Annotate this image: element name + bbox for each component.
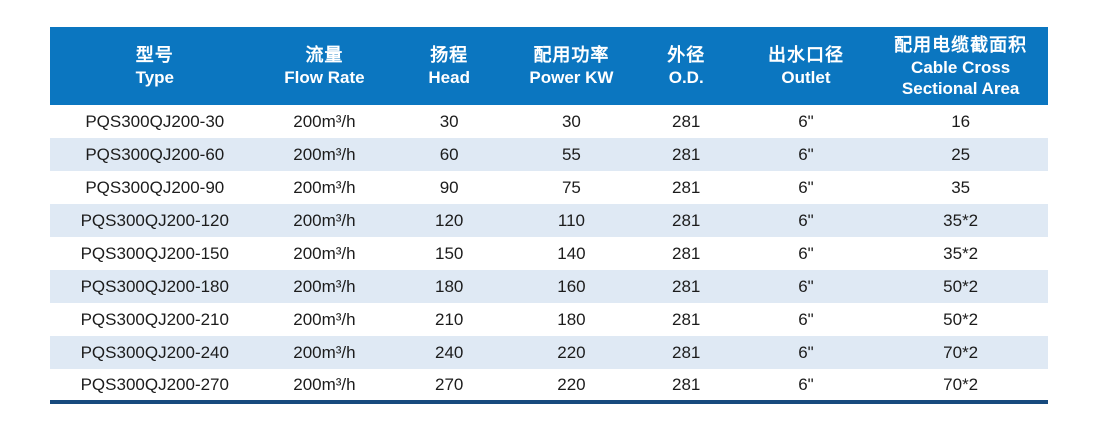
cell-head: 90 [439, 177, 459, 197]
cell-cable: 70*2 [943, 342, 979, 362]
cell-outlet: 6" [798, 210, 814, 230]
cell-head: 120 [435, 210, 464, 230]
cell-outlet: 6" [798, 144, 814, 164]
col-header-power: 配用功率 Power KW [509, 27, 634, 105]
col-header-od-zh: 外径 [667, 45, 706, 65]
cell-power: 110 [557, 210, 585, 230]
cell-flow: 200m³/h [293, 144, 356, 164]
cell-od: 281 [672, 243, 701, 263]
cell-outlet: 6" [798, 309, 814, 329]
cell-outlet: 6" [798, 243, 814, 263]
cell-cable: 35*2 [943, 210, 979, 230]
col-header-flow-rate-en: Flow Rate [284, 68, 365, 87]
header-row: 型号 Type 流量 Flow Rate 扬程 Head 配用功率 Power … [50, 27, 1048, 105]
table-header: 型号 Type 流量 Flow Rate 扬程 Head 配用功率 Power … [50, 27, 1048, 105]
cell-type: PQS300QJ200-90 [85, 177, 225, 197]
cell-cable: 50*2 [943, 276, 979, 296]
cell-flow: 200m³/h [293, 342, 356, 362]
cell-power: 140 [557, 243, 586, 263]
cell-od: 281 [672, 177, 701, 197]
cell-flow: 200m³/h [293, 309, 356, 329]
cell-cable: 35 [951, 177, 971, 197]
cell-outlet: 6" [798, 342, 814, 362]
spec-table-body: PQS300QJ200-30 200m³/h 30 30 281 6" 16 PQS300QJ… [50, 105, 1048, 402]
cell-cable: 50*2 [943, 309, 979, 329]
col-header-head: 扬程 Head [389, 27, 509, 105]
cell-outlet: 6" [798, 374, 814, 394]
cell-outlet: 6" [798, 111, 814, 131]
cell-flow: 200m³/h [293, 276, 356, 296]
cell-type: PQS300QJ200-240 [80, 342, 229, 362]
cell-power: 220 [557, 374, 586, 394]
cell-power: 30 [561, 111, 581, 131]
cell-flow: 200m³/h [293, 243, 356, 263]
cell-od: 281 [672, 111, 701, 131]
col-header-type-zh: 型号 [135, 45, 174, 65]
cell-power: 180 [557, 309, 586, 329]
col-header-od: 外径 O.D. [634, 27, 739, 105]
cell-od: 281 [672, 210, 701, 230]
col-header-od-en: O.D. [668, 68, 704, 87]
cell-cable: 70*2 [943, 374, 979, 394]
cell-outlet: 6" [798, 177, 814, 197]
cell-flow: 200m³/h [293, 177, 356, 197]
cell-type: PQS300QJ200-210 [80, 309, 229, 329]
col-header-head-en: Head [428, 68, 470, 87]
table-row: PQS300QJ200-30 200m³/h 30 30 281 6" 16 [50, 105, 1048, 138]
col-header-cable-zh: 配用电缆截面积 [894, 34, 1028, 55]
cell-cable: 16 [951, 111, 971, 131]
cell-flow: 200m³/h [293, 374, 356, 394]
table-row: PQS300QJ200-180 200m³/h 180 160 281 6" 50*2 [50, 270, 1048, 303]
table-row: PQS300QJ200-90 200m³/h 90 75 281 6" 35 [50, 171, 1048, 204]
col-header-type-en: Type [135, 68, 174, 87]
col-header-cable: 配用电缆截面积 Cable Cross Sectional Area [873, 27, 1048, 105]
table-row: PQS300QJ200-120 200m³/h 120 110 281 6" 35*2 [50, 204, 1048, 237]
cell-od: 281 [672, 144, 701, 164]
cell-cable: 25 [951, 144, 971, 164]
cell-head: 30 [439, 111, 459, 131]
cell-od: 281 [672, 342, 701, 362]
pump-spec-table: 型号 Type 流量 Flow Rate 扬程 Head 配用功率 Power … [50, 27, 1048, 404]
cell-flow: 200m³/h [293, 210, 356, 230]
table-row: PQS300QJ200-240 200m³/h 240 220 281 6" 70*2 [50, 336, 1048, 369]
cell-head: 180 [435, 276, 464, 296]
cell-od: 281 [672, 276, 701, 296]
cell-outlet: 6" [798, 276, 814, 296]
cell-od: 281 [672, 309, 701, 329]
col-header-cable-en: Cable Cross Sectional Area [901, 57, 1020, 98]
cell-head: 270 [435, 374, 464, 394]
col-header-power-en: Power KW [529, 68, 614, 87]
col-header-outlet: 出水口径 Outlet [739, 27, 874, 105]
cell-power: 160 [557, 276, 586, 296]
cell-head: 60 [439, 144, 459, 164]
table-row: PQS300QJ200-150 200m³/h 150 140 281 6" 35*2 [50, 237, 1048, 270]
cell-type: PQS300QJ200-180 [80, 276, 229, 296]
cell-power: 220 [557, 342, 586, 362]
col-header-flow-rate-zh: 流量 [305, 45, 344, 65]
table-row: PQS300QJ200-270 200m³/h 270 220 281 6" 70*2 [50, 369, 1048, 402]
col-header-power-zh: 配用功率 [533, 45, 610, 65]
cell-power: 55 [561, 144, 581, 164]
table-row: PQS300QJ200-210 200m³/h 210 180 281 6" 50*2 [50, 303, 1048, 336]
col-header-flow-rate: 流量 Flow Rate [260, 27, 390, 105]
cell-cable: 35*2 [943, 243, 979, 263]
cell-head: 150 [435, 243, 464, 263]
cell-type: PQS300QJ200-150 [80, 243, 229, 263]
cell-type: PQS300QJ200-270 [80, 374, 229, 394]
cell-type: PQS300QJ200-60 [85, 144, 225, 164]
col-header-type: 型号 Type [50, 27, 260, 105]
col-header-head-zh: 扬程 [430, 45, 469, 65]
cell-head: 240 [435, 342, 464, 362]
cell-type: PQS300QJ200-120 [80, 210, 229, 230]
table-row: PQS300QJ200-60 200m³/h 60 55 281 6" 25 [50, 138, 1048, 171]
col-header-outlet-zh: 出水口径 [767, 45, 844, 65]
cell-power: 75 [561, 177, 581, 197]
cell-head: 210 [435, 309, 464, 329]
cell-od: 281 [672, 374, 701, 394]
col-header-outlet-en: Outlet [781, 68, 831, 87]
cell-type: PQS300QJ200-30 [85, 111, 225, 131]
cell-flow: 200m³/h [293, 111, 356, 131]
